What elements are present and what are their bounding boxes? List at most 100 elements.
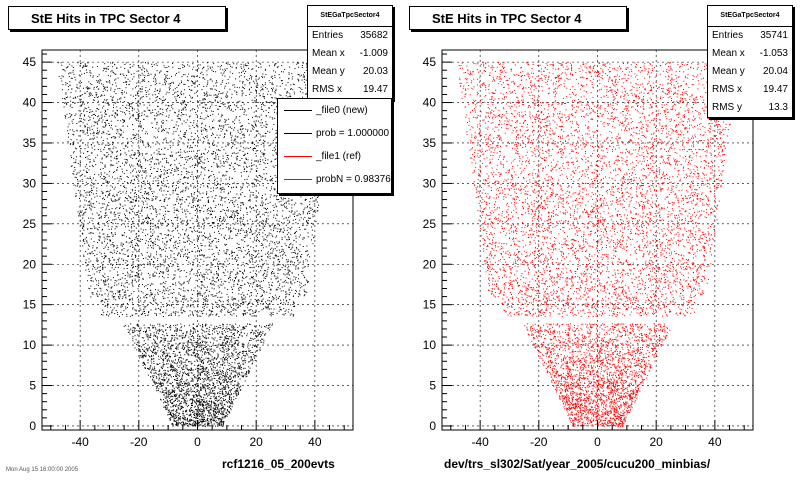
hit-point bbox=[200, 342, 201, 343]
hit-point bbox=[227, 413, 229, 415]
hit-point bbox=[264, 212, 266, 213]
hit-point bbox=[271, 247, 273, 249]
hit-point bbox=[107, 68, 109, 70]
hit-point bbox=[147, 75, 149, 76]
hit-point bbox=[199, 410, 201, 412]
hit-point bbox=[123, 325, 125, 327]
hit-point bbox=[106, 68, 108, 70]
hit-point bbox=[173, 170, 175, 172]
hit-point bbox=[228, 353, 230, 355]
hit-point bbox=[128, 283, 130, 285]
hit-point bbox=[126, 264, 128, 266]
hit-point bbox=[236, 91, 238, 93]
hit-point bbox=[215, 370, 217, 371]
hit-point bbox=[272, 299, 274, 301]
hit-point bbox=[231, 336, 233, 338]
hit-point bbox=[218, 327, 220, 328]
hit-point bbox=[143, 301, 145, 303]
hit-point bbox=[131, 279, 133, 281]
hit-point bbox=[279, 85, 281, 87]
hit-point bbox=[222, 364, 224, 365]
hit-point bbox=[223, 345, 225, 347]
hit-point bbox=[290, 243, 292, 245]
hit-point bbox=[190, 100, 191, 102]
hit-point bbox=[149, 356, 151, 358]
hit-point bbox=[194, 287, 196, 289]
hit-point bbox=[152, 283, 154, 285]
hit-point bbox=[285, 254, 287, 256]
hit-point bbox=[262, 224, 264, 226]
hit-point bbox=[221, 419, 223, 421]
hit-point bbox=[240, 229, 242, 231]
hit-point bbox=[270, 312, 272, 314]
hit-point bbox=[200, 395, 202, 397]
hit-point bbox=[169, 289, 171, 291]
hit-point bbox=[234, 341, 236, 343]
hit-point bbox=[110, 75, 111, 77]
hit-point bbox=[235, 116, 237, 118]
hit-point bbox=[170, 239, 171, 241]
hit-point bbox=[261, 178, 263, 180]
hit-point bbox=[187, 223, 189, 224]
hit-point bbox=[146, 335, 148, 337]
hit-point bbox=[179, 206, 181, 208]
hit-point bbox=[118, 217, 120, 219]
hit-point bbox=[105, 177, 107, 179]
hit-point bbox=[220, 128, 222, 129]
hit-point bbox=[213, 63, 215, 65]
hit-point bbox=[193, 185, 195, 187]
hit-point bbox=[138, 152, 140, 154]
hit-point bbox=[212, 144, 214, 146]
hit-point bbox=[57, 62, 59, 64]
hit-point bbox=[139, 102, 141, 104]
hit-point bbox=[168, 77, 170, 79]
hit-point bbox=[167, 395, 169, 397]
hit-point bbox=[163, 198, 165, 200]
hit-point bbox=[245, 360, 247, 362]
hit-point bbox=[191, 349, 193, 351]
hit-point bbox=[226, 299, 228, 301]
hit-point bbox=[210, 242, 212, 244]
hit-point bbox=[138, 284, 140, 285]
hit-point bbox=[176, 334, 178, 336]
hit-point bbox=[218, 403, 220, 405]
hit-point bbox=[124, 220, 126, 222]
hit-point bbox=[221, 343, 223, 345]
hit-point bbox=[206, 191, 208, 193]
hit-point bbox=[245, 373, 247, 375]
hit-point bbox=[276, 215, 278, 216]
hit-point bbox=[166, 172, 168, 174]
hit-point bbox=[221, 328, 223, 330]
hit-point bbox=[201, 122, 203, 124]
hit-point bbox=[202, 361, 204, 363]
hit-point bbox=[239, 87, 241, 89]
hit-point bbox=[277, 199, 279, 201]
hit-point bbox=[222, 129, 224, 131]
hit-point bbox=[255, 99, 257, 100]
hit-point bbox=[224, 275, 226, 276]
hit-point bbox=[104, 246, 106, 248]
hit-point bbox=[138, 267, 140, 269]
hit-point bbox=[244, 236, 246, 238]
hit-point bbox=[267, 163, 269, 164]
hit-point bbox=[197, 258, 199, 260]
hit-point bbox=[167, 410, 169, 411]
hit-point bbox=[177, 167, 179, 169]
hit-point bbox=[261, 152, 263, 154]
hit-point bbox=[125, 81, 127, 83]
hit-point bbox=[256, 83, 258, 85]
hit-point bbox=[168, 374, 170, 376]
hit-point bbox=[116, 195, 118, 197]
hit-point bbox=[166, 241, 168, 243]
hit-point bbox=[182, 374, 183, 376]
hit-point bbox=[101, 192, 103, 194]
hit-point bbox=[242, 301, 244, 303]
hit-point bbox=[291, 283, 293, 285]
hit-point bbox=[181, 221, 183, 223]
hit-point bbox=[189, 423, 191, 424]
hit-point bbox=[237, 206, 239, 208]
hit-point bbox=[184, 354, 186, 356]
hit-point bbox=[154, 369, 156, 371]
hit-point bbox=[194, 215, 196, 216]
hit-point bbox=[211, 373, 213, 375]
